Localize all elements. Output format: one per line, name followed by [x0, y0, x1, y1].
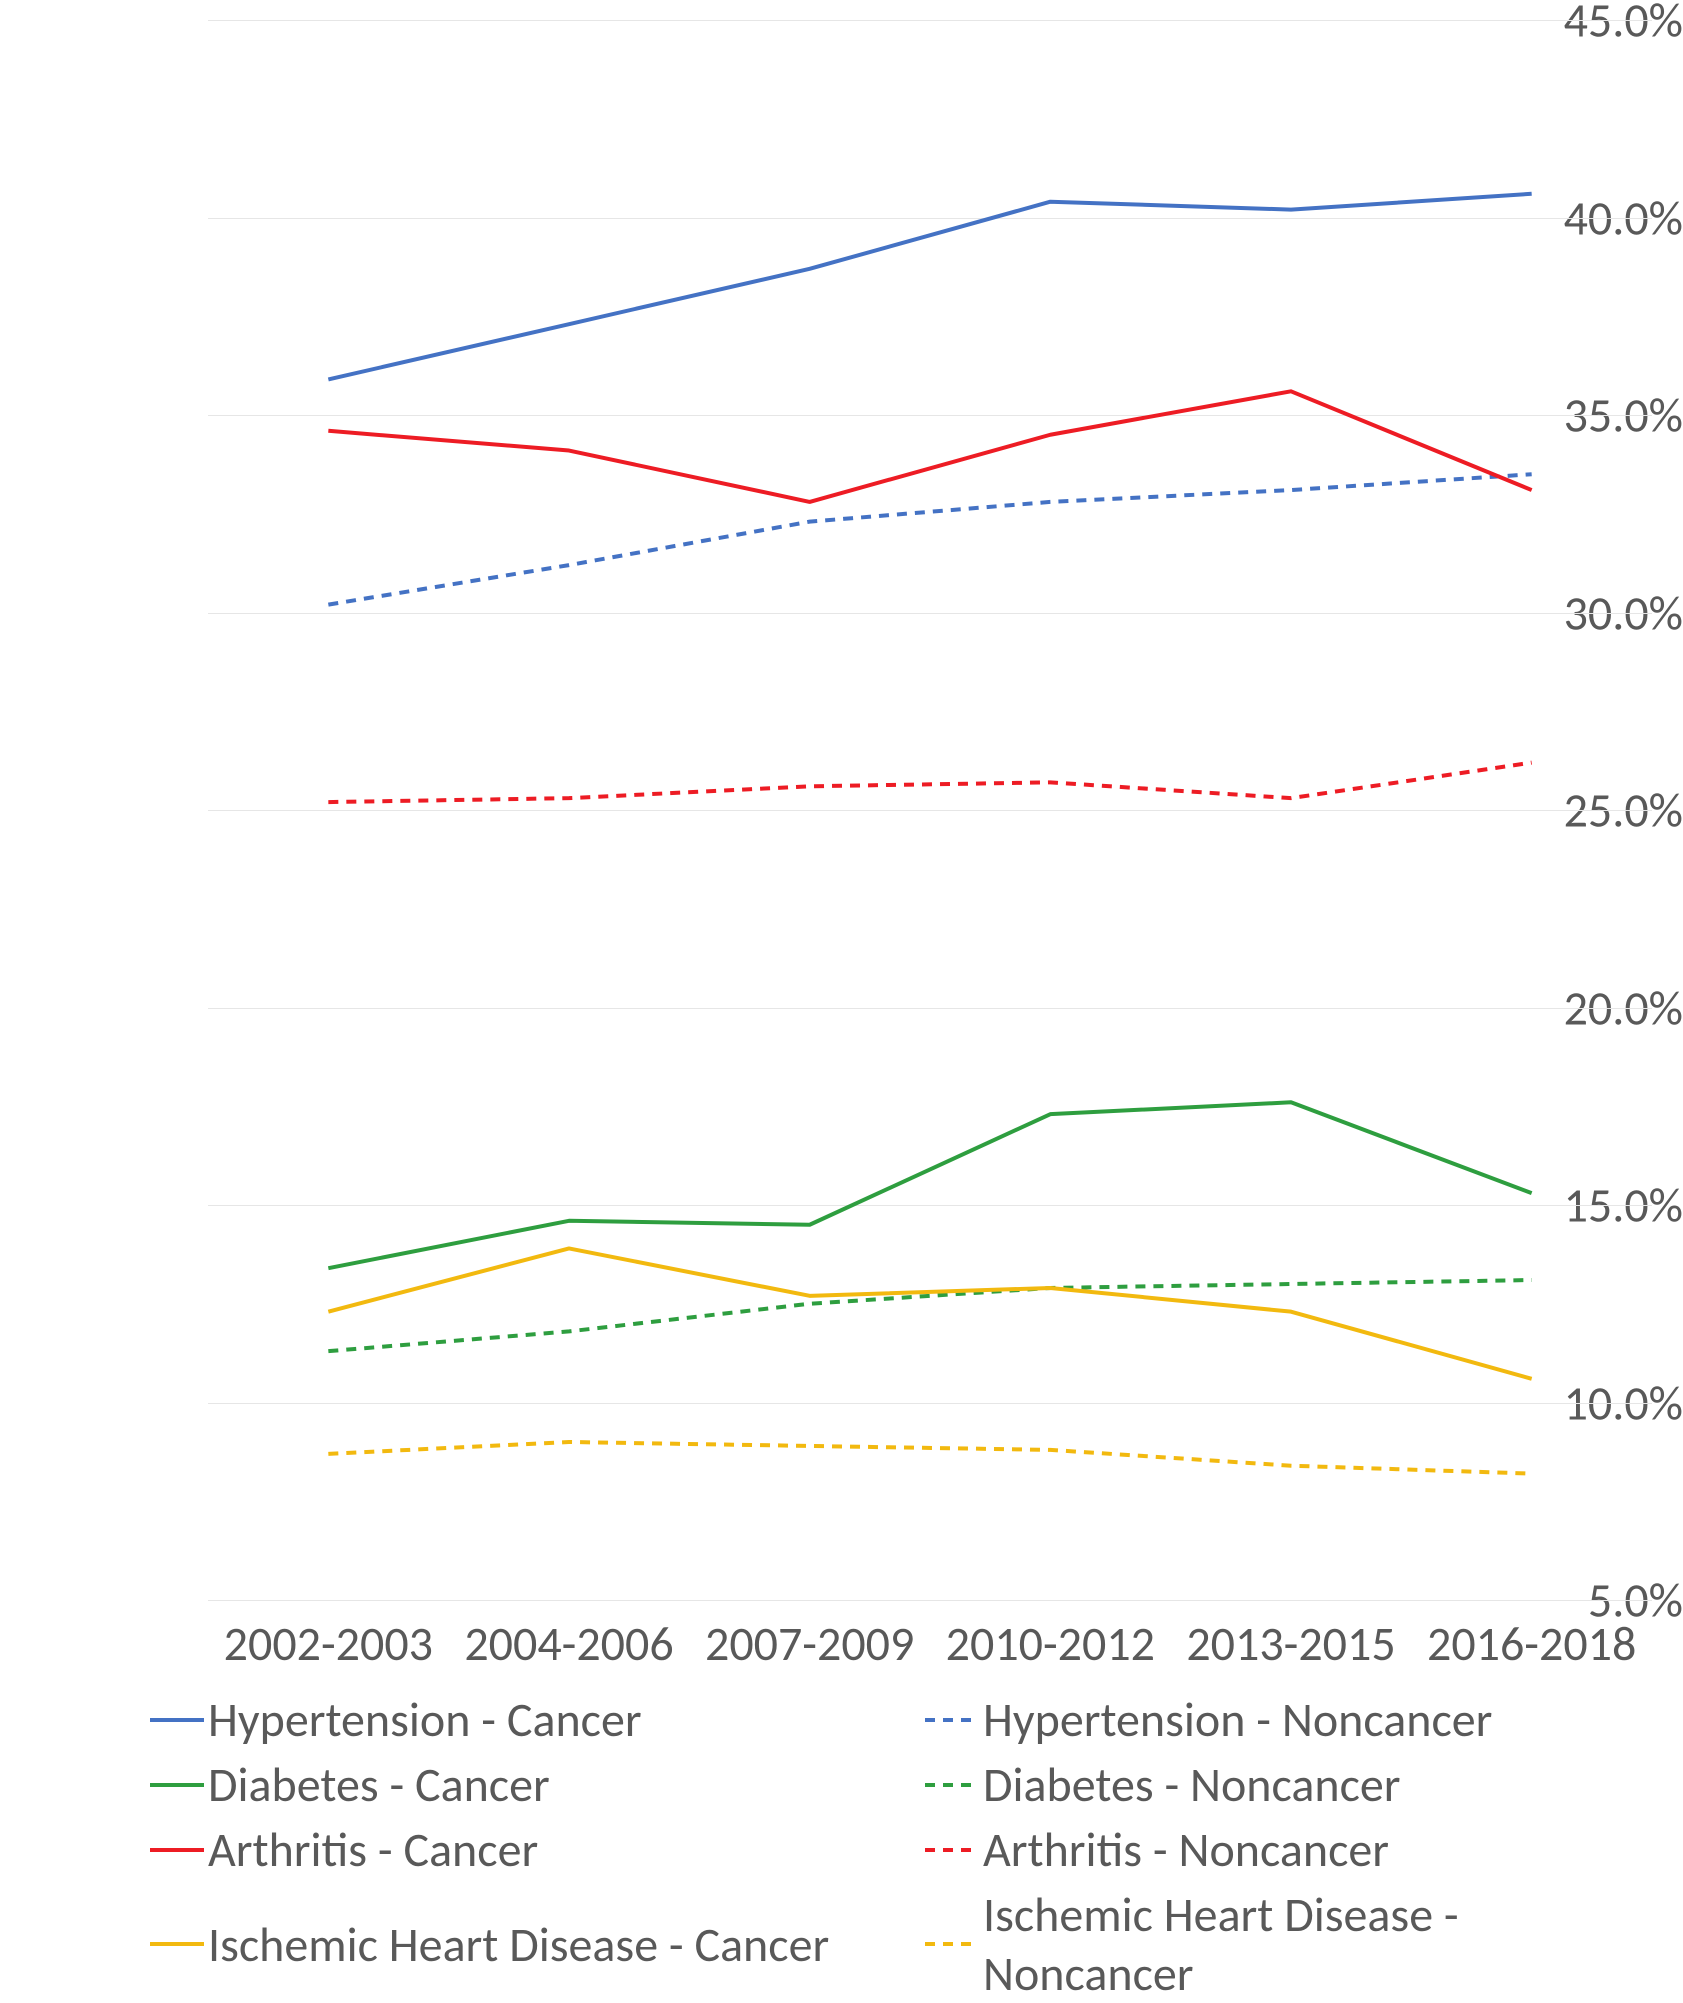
- series-line-ihd_noncancer: [328, 1442, 1531, 1474]
- legend-label: Diabetes - Cancer: [208, 1755, 550, 1814]
- x-tick-label: 2002-2003: [224, 1614, 433, 1673]
- legend-label: Hypertension - Noncancer: [983, 1690, 1492, 1749]
- x-tick-label: 2007-2009: [705, 1614, 914, 1673]
- legend-swatch: [925, 1932, 979, 1956]
- legend-swatch: [150, 1838, 204, 1862]
- series-line-hypertension_noncancer: [328, 474, 1531, 604]
- legend-item: Hypertension - Cancer: [150, 1690, 885, 1749]
- legend-label: Arthritis - Noncancer: [983, 1820, 1389, 1879]
- legend-item: Diabetes - Cancer: [150, 1755, 885, 1814]
- series-line-arthritis_noncancer: [328, 763, 1531, 803]
- x-tick-label: 2010-2012: [946, 1614, 1155, 1673]
- legend-swatch: [150, 1708, 204, 1732]
- legend-item: Diabetes - Noncancer: [925, 1755, 1660, 1814]
- legend-item: Ischemic Heart Disease - Noncancer: [925, 1885, 1660, 2003]
- legend-label: Ischemic Heart Disease - Cancer: [208, 1915, 829, 1974]
- legend-label: Hypertension - Cancer: [208, 1690, 642, 1749]
- series-line-ihd_cancer: [328, 1248, 1531, 1378]
- legend-item: Arthritis - Noncancer: [925, 1820, 1660, 1879]
- series-line-diabetes_cancer: [328, 1102, 1531, 1268]
- plot-area: [208, 20, 1652, 1600]
- series-line-hypertension_cancer: [328, 194, 1531, 380]
- legend-swatch: [925, 1838, 979, 1862]
- legend-item: Hypertension - Noncancer: [925, 1690, 1660, 1749]
- legend-label: Ischemic Heart Disease - Noncancer: [983, 1885, 1660, 2003]
- legend-swatch: [150, 1773, 204, 1797]
- legend-label: Arthritis - Cancer: [208, 1820, 538, 1879]
- x-tick-label: 2004-2006: [464, 1614, 673, 1673]
- legend-item: Arthritis - Cancer: [150, 1820, 885, 1879]
- legend-swatch: [150, 1932, 204, 1956]
- line-chart: 5.0%10.0%15.0%20.0%25.0%30.0%35.0%40.0%4…: [0, 0, 1683, 1920]
- legend-item: Ischemic Heart Disease - Cancer: [150, 1885, 885, 2003]
- legend: Hypertension - Cancer Hypertension - Nonc…: [150, 1690, 1660, 2003]
- gridline: [208, 1600, 1652, 1601]
- x-tick-label: 2013-2015: [1186, 1614, 1395, 1673]
- legend-label: Diabetes - Noncancer: [983, 1755, 1401, 1814]
- x-tick-label: 2016-2018: [1427, 1614, 1636, 1673]
- legend-swatch: [925, 1773, 979, 1797]
- legend-swatch: [925, 1708, 979, 1732]
